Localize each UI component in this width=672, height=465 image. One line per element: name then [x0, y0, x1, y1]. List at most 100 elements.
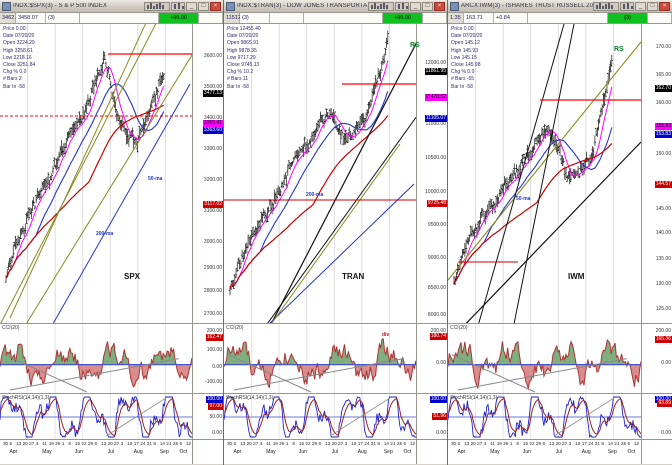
info-value: -55	[466, 76, 475, 83]
maximize-button[interactable]: □	[198, 1, 209, 11]
price-axis-tick: 3100.00	[203, 208, 222, 214]
info-value: 07/20/20	[462, 33, 483, 40]
cci-divergence-label: div	[382, 332, 390, 338]
date-axis-day: 27	[253, 441, 259, 446]
window-toolbar[interactable]: _ □ ×	[368, 1, 446, 11]
toolbar-chart-thumb-icon[interactable]	[593, 1, 619, 11]
date-axis-day: 31	[370, 441, 376, 446]
cci-plot-area[interactable]	[448, 324, 641, 393]
date-axis-day: 10	[575, 441, 581, 446]
quote-field-4[interactable]	[423, 13, 447, 23]
date-axis-day: 5	[627, 441, 631, 446]
window-app-icon	[2, 1, 11, 11]
price-chart[interactable]: Price 12455.40 Date 07/20/20 Open 9865.91 H…	[224, 24, 447, 324]
date-axis-day: 12	[634, 441, 640, 446]
toolbar-chart-thumb-icon[interactable]	[368, 1, 394, 11]
info-row-date: Date 07/20/20	[227, 33, 279, 40]
info-row-close: Close 3251.84	[3, 62, 55, 69]
quote-field-2[interactable]: 3458.07	[16, 13, 46, 23]
quote-field-2[interactable]: 163.71	[464, 13, 494, 23]
quote-toolbar[interactable]: 1.35 163.71 +0.84 (3)	[448, 13, 672, 24]
cci-y-axis: 200.00 100.00 0.00 -100.00 162.47	[192, 324, 223, 393]
close-button[interactable]: ×	[434, 1, 445, 11]
date-axis-day: 4	[259, 441, 263, 446]
title-bar[interactable]: INDX:$SPX(3) - S & P 500 INDEX _ □ ×	[0, 0, 223, 13]
quote-field-4[interactable]	[648, 13, 672, 23]
cci-plot-area[interactable]	[0, 324, 192, 393]
toolbar-bar-thumb-icon[interactable]	[620, 1, 634, 11]
cci-value-tag: 165.36	[654, 336, 672, 343]
close-button[interactable]: ×	[659, 1, 670, 11]
stochrsi-plot-area[interactable]	[0, 394, 192, 439]
price-plot-area[interactable]	[448, 24, 641, 323]
quote-field-4[interactable]	[199, 13, 223, 23]
stochrsi-indicator-chart[interactable]: StochRSI(14,14)(1,3)100.000.00100.0093.8…	[448, 394, 672, 440]
minimize-button[interactable]: _	[635, 1, 646, 11]
chart-window-spx: INDX:$SPX(3) - S & P 500 INDEX _ □ × 3462.34…	[0, 0, 224, 465]
date-axis-day: 31	[594, 441, 600, 446]
cci-plot-svg	[448, 324, 641, 393]
quote-toolbar[interactable]: 11512.54 (3) +00.00	[224, 13, 447, 24]
stochrsi-indicator-chart[interactable]: StochRSI(14,14)(1,3)100.000.00100.0051.9…	[224, 394, 447, 440]
quote-field-1[interactable]: 1.35	[448, 13, 464, 23]
title-bar[interactable]: ARCX:IWM(3) - ISHARES TRUST RUSSELL 2000…	[448, 0, 672, 13]
quote-info-box: Price 12455.40 Date 07/20/20 Open 9865.91 H…	[227, 26, 279, 91]
toolbar-chart-thumb-icon[interactable]	[144, 1, 170, 11]
price-chart[interactable]: Price 0.00 Date 07/20/20 Open 145.12 High 1…	[448, 24, 672, 324]
quote-field-1[interactable]: 3462.34	[0, 13, 22, 23]
quote-field-3[interactable]: +0.84	[494, 13, 528, 23]
date-axis-day: 17	[133, 441, 139, 446]
info-value: 3224.29	[16, 40, 35, 47]
date-axis-month: Apr	[9, 449, 18, 455]
date-axis-day: 1	[61, 441, 65, 446]
quote-toolbar[interactable]: 3462.34 3458.07 (3) +00.00	[0, 13, 223, 24]
price-plot-area[interactable]	[224, 24, 416, 323]
chart-annotation-50-ma: 50-ma	[148, 176, 163, 182]
info-key: Chg %	[451, 69, 467, 76]
info-key: # Bars	[227, 76, 242, 83]
quote-field-2[interactable]: (3)	[240, 13, 270, 23]
date-axis-day: 12	[410, 441, 416, 446]
date-axis: 30 6 13 20 27 4 11 18 26 1 8 15 22 29 6 13 20 27 3 10 17 24 31…	[224, 440, 447, 464]
info-row-open: Open 3224.29	[3, 40, 55, 47]
info-row-date: Date 07/20/20	[451, 33, 503, 40]
cci-indicator-chart[interactable]: CCI(20) 200.00 0.00 165.36	[448, 324, 672, 394]
maximize-button[interactable]: □	[422, 1, 433, 11]
cci-plot-area[interactable]	[224, 324, 416, 393]
window-toolbar[interactable]: _ □ ×	[593, 1, 671, 11]
stochrsi-indicator-chart[interactable]: StochRSI(14,14)(1,3)100.0050.000.00100.0…	[0, 394, 223, 440]
minimize-button[interactable]: _	[186, 1, 197, 11]
title-bar[interactable]: INDX:$TRAN(3) - DOW JONES TRANSPORTATION…	[224, 0, 447, 13]
stochrsi-axis-tick: 0.00	[661, 430, 671, 436]
info-row-date: Date 07/20/20	[3, 33, 55, 40]
cci-indicator-chart[interactable]: CCI(20) 200.00 100.00 0.00 -100.00 162.47	[0, 324, 223, 394]
minimize-button[interactable]: _	[410, 1, 421, 11]
date-axis-day: 5	[179, 441, 183, 446]
toolbar-bar-thumb-icon[interactable]	[171, 1, 185, 11]
date-axis-month: Sep	[607, 449, 617, 455]
cci-indicator-chart[interactable]: CCI(20) div 200.00 0.00 180.74	[224, 324, 447, 394]
quote-field-1[interactable]: 11512.54	[224, 13, 249, 23]
price-level-tag: 11861.95	[424, 68, 447, 75]
toolbar-bar-thumb-icon[interactable]	[395, 1, 409, 11]
close-button[interactable]: ×	[210, 1, 221, 11]
price-chart[interactable]: Price 0.00 Date 07/20/20 Open 3224.29 High …	[0, 24, 223, 324]
price-axis-tick: 145.00	[655, 206, 671, 212]
date-axis-day: 17	[581, 441, 587, 446]
info-value: 145.12	[464, 40, 480, 47]
date-axis-corner	[641, 440, 672, 464]
window-toolbar[interactable]: _ □ ×	[144, 1, 222, 11]
date-axis-day: 21	[166, 441, 172, 446]
price-plot-area[interactable]	[0, 24, 192, 323]
stochrsi-plot-area[interactable]	[224, 394, 416, 439]
stochrsi-plot-area[interactable]	[448, 394, 641, 439]
date-axis-day: 22	[81, 441, 87, 446]
maximize-button[interactable]: □	[647, 1, 658, 11]
quote-field-3[interactable]: (3)	[46, 13, 80, 23]
info-value: 3251.84	[17, 62, 36, 69]
chart-window-tran: INDX:$TRAN(3) - DOW JONES TRANSPORTATION…	[224, 0, 448, 465]
quote-field-3[interactable]	[270, 13, 304, 23]
info-row-high: High 145.93	[451, 48, 503, 55]
info-key: Price	[3, 26, 15, 32]
